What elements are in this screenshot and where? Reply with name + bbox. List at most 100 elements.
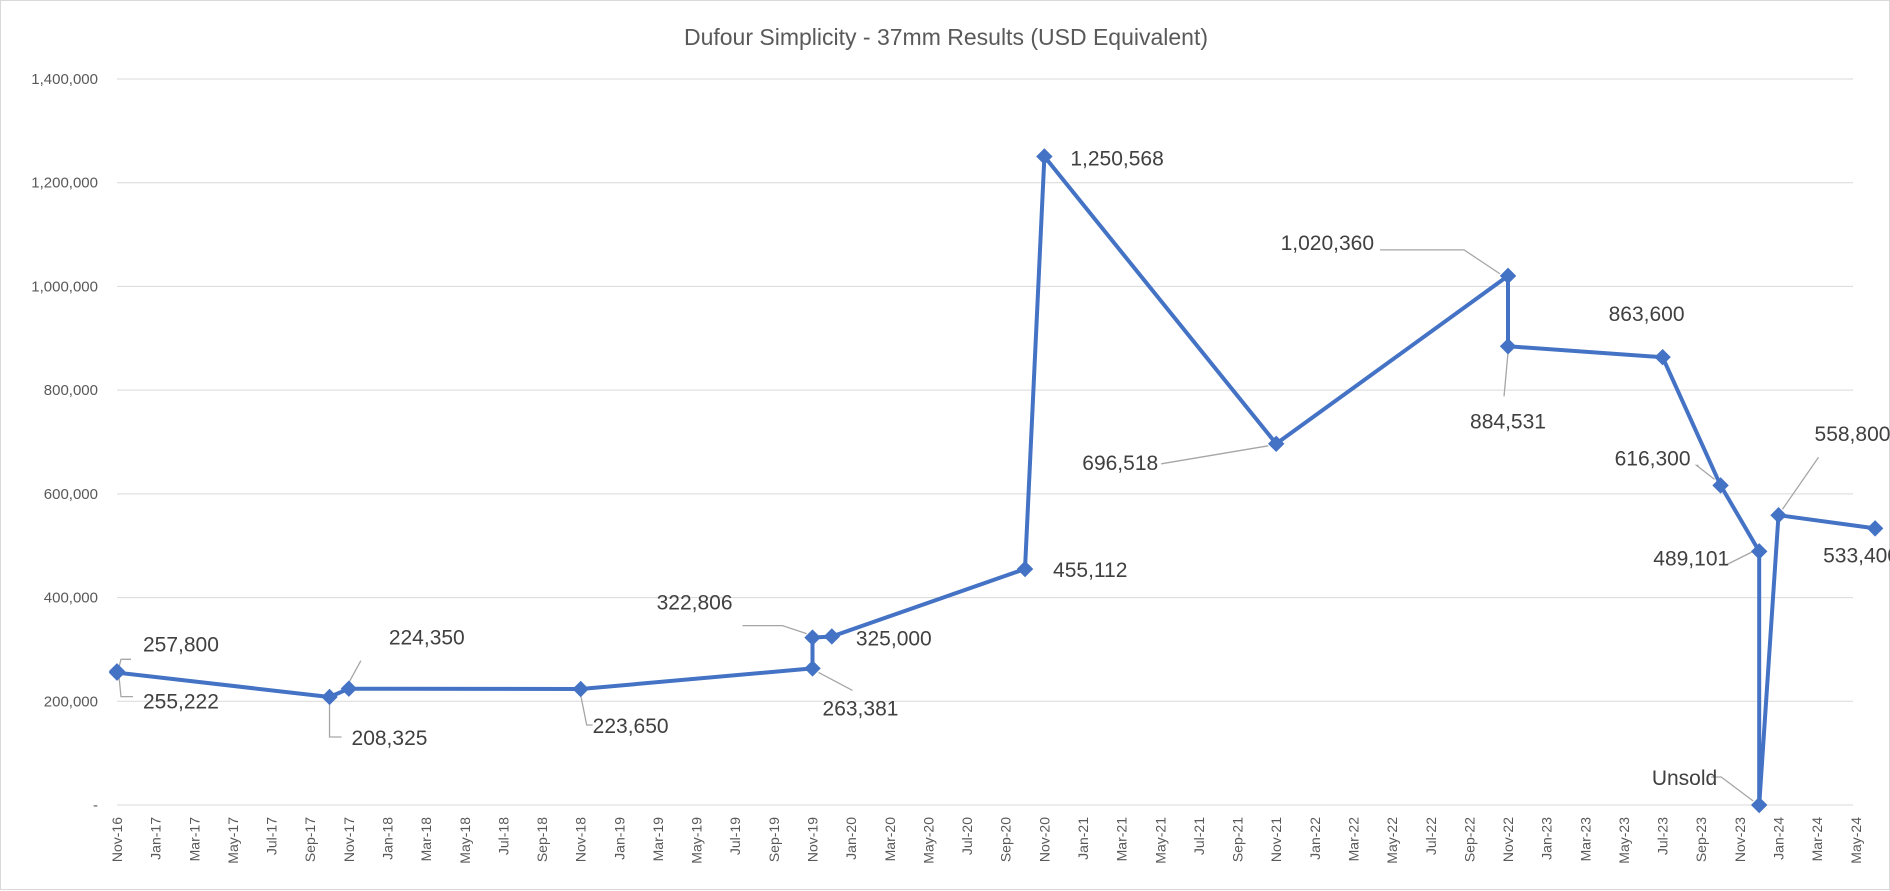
label-leader-line [118, 676, 133, 698]
data-point-markers [108, 148, 1884, 814]
x-tick-label: Sep-17 [302, 817, 318, 862]
y-tick-label: 600,000 [44, 486, 98, 503]
data-point-marker [1016, 560, 1034, 578]
data-label: 1,250,568 [1070, 147, 1163, 170]
x-tick-label: Jul-19 [727, 817, 743, 855]
x-tick-label: Nov-17 [341, 817, 357, 862]
data-label: 489,101 [1653, 547, 1729, 570]
x-tick-label: Jan-21 [1075, 817, 1091, 860]
data-label: Unsold [1652, 767, 1717, 790]
label-leader-line [1503, 352, 1509, 397]
x-tick-label: Mar-17 [186, 817, 202, 862]
x-tick-label: Nov-19 [805, 817, 821, 862]
x-tick-label: Mar-23 [1577, 817, 1593, 862]
x-tick-label: May-23 [1616, 817, 1632, 864]
data-point-marker [1866, 520, 1884, 537]
data-point-marker [572, 680, 589, 698]
x-tick-label: May-19 [689, 817, 705, 864]
x-tick-label: May-21 [1152, 817, 1168, 864]
label-leader-line [818, 671, 853, 691]
data-point-marker [1712, 477, 1729, 494]
x-tick-label: Mar-20 [882, 817, 898, 862]
x-tick-label: Sep-20 [998, 817, 1014, 862]
label-leader-line [118, 658, 131, 668]
x-tick-label: Sep-19 [766, 817, 782, 862]
x-tick-label: Jul-21 [1191, 817, 1207, 855]
x-tick-label: Jan-20 [843, 817, 859, 860]
x-tick-label: May-17 [225, 817, 241, 864]
label-leader-line [1694, 464, 1715, 480]
y-tick-label: 200,000 [44, 693, 98, 710]
data-point-marker [1499, 267, 1517, 285]
data-label: 223,650 [593, 715, 669, 738]
x-tick-label: Sep-22 [1461, 817, 1477, 862]
y-tick-label: 1,200,000 [31, 175, 98, 192]
label-leader-line [1161, 445, 1269, 465]
data-label: 696,518 [1082, 452, 1158, 475]
data-label: 533,400 [1823, 544, 1890, 567]
data-label: 257,800 [143, 633, 219, 656]
x-tick-label: Jan-18 [379, 817, 395, 860]
data-point-marker [1499, 338, 1517, 355]
x-tick-label: Jul-23 [1655, 817, 1671, 855]
data-point-marker [804, 629, 821, 646]
label-leader-line [1711, 776, 1754, 802]
y-tick-label: 1,400,000 [31, 71, 98, 88]
label-leader-line [742, 624, 807, 635]
x-tick-label: Mar-22 [1345, 817, 1361, 862]
data-point-marker [340, 680, 358, 697]
x-tick-label: May-18 [457, 817, 473, 864]
data-point-marker [1750, 796, 1768, 814]
x-tick-label: Nov-18 [573, 817, 589, 862]
data-label: 863,600 [1609, 303, 1685, 326]
x-axis-tick-labels: Nov-16 Jan-17 Mar-17 May-17 Jul-17 Sep-17 Nov-… [109, 817, 1864, 864]
label-leader-line [1724, 550, 1754, 566]
label-leader-line [328, 702, 342, 738]
label-leader-line [348, 660, 362, 683]
data-label: 263,381 [823, 697, 899, 720]
x-tick-label: May-24 [1848, 817, 1864, 864]
x-tick-label: Jan-24 [1771, 817, 1787, 860]
data-label: 455,112 [1053, 559, 1127, 582]
data-point-marker [1750, 543, 1768, 560]
x-tick-label: Jul-18 [495, 817, 511, 855]
data-point-marker [321, 688, 338, 706]
x-tick-label: May-22 [1384, 817, 1400, 864]
label-leader-line [1380, 249, 1501, 275]
label-leader-line [1781, 456, 1820, 510]
x-tick-label: Jul-20 [959, 817, 975, 855]
y-tick-label: - [93, 797, 98, 814]
x-tick-label: Nov-20 [1036, 817, 1052, 862]
gridlines [117, 78, 1853, 806]
x-tick-label: Nov-22 [1500, 817, 1516, 862]
x-tick-label: Nov-21 [1268, 817, 1284, 862]
y-axis-tick-labels: - 200,000 400,000 600,000 800,000 1,000,000 1,… [31, 71, 98, 814]
data-point-marker [1770, 507, 1787, 524]
x-tick-label: May-20 [920, 817, 936, 864]
data-label: 1,020,360 [1281, 232, 1374, 255]
data-label: 322,806 [657, 592, 733, 615]
data-label: 616,300 [1615, 447, 1691, 470]
data-label: 208,325 [352, 727, 428, 750]
x-tick-label: Jul-17 [264, 817, 280, 855]
data-labels: 257,800 255,222 208,325 224,350 223,650 263,3… [143, 147, 1890, 790]
y-tick-label: 1,000,000 [31, 278, 98, 295]
x-tick-label: Sep-21 [1230, 817, 1246, 862]
x-tick-label: Mar-21 [1114, 817, 1130, 862]
x-tick-label: Jan-19 [611, 817, 627, 860]
y-tick-label: 800,000 [44, 382, 98, 399]
data-point-marker [1267, 435, 1285, 453]
data-label: 558,800 [1815, 423, 1890, 446]
data-point-marker [823, 628, 841, 645]
x-tick-label: Mar-18 [418, 817, 434, 862]
data-label: 224,350 [389, 627, 465, 650]
x-tick-label: Nov-16 [109, 817, 125, 862]
x-tick-label: Jan-22 [1307, 817, 1323, 860]
data-label: 255,222 [143, 691, 219, 714]
chart-title: Dufour Simplicity - 37mm Results (USD Eq… [684, 24, 1208, 50]
x-tick-label: Jan-17 [148, 817, 164, 860]
label-leader-line [580, 694, 593, 726]
y-tick-label: 400,000 [44, 590, 98, 607]
